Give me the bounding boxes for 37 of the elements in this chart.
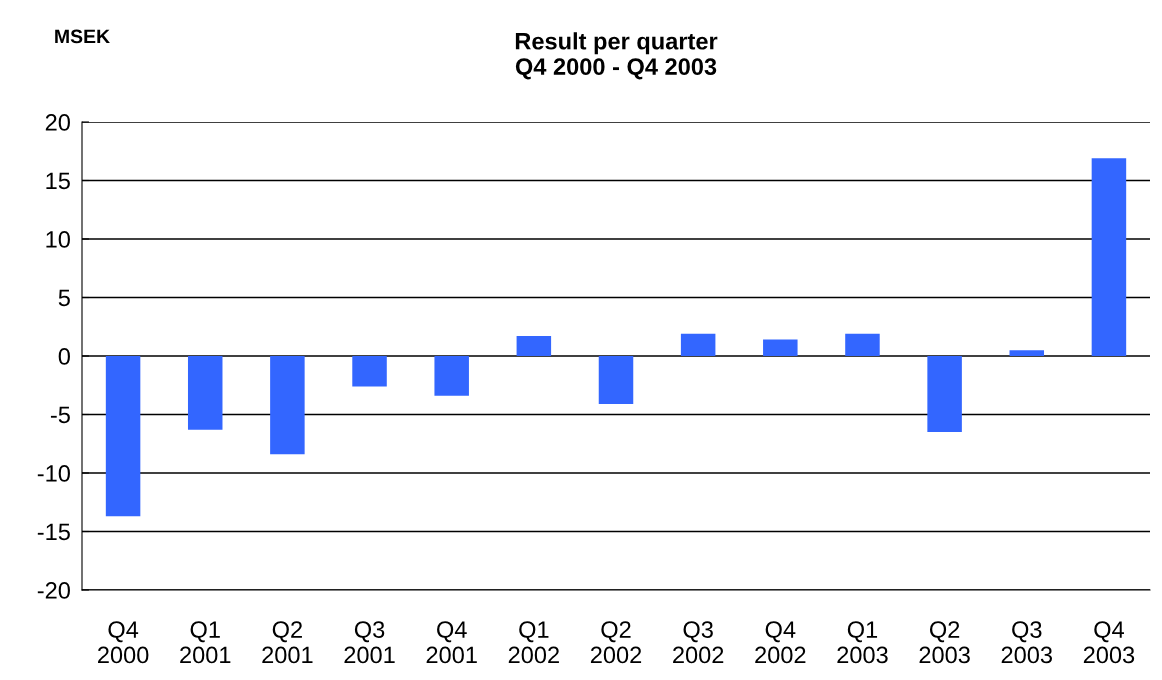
y-tick-label: -10 bbox=[37, 465, 70, 482]
y-tick-label: -15 bbox=[37, 523, 70, 541]
y-tick-label: -5 bbox=[50, 406, 70, 424]
bar bbox=[598, 356, 634, 404]
bar bbox=[680, 333, 716, 356]
x-tick-label: Q4 2000 bbox=[98, 621, 149, 664]
x-tick-label: Q4 2002 bbox=[755, 621, 806, 664]
bar bbox=[927, 356, 962, 433]
y-tick-label: 15 bbox=[46, 172, 70, 190]
bar bbox=[763, 339, 798, 356]
x-tick-label: Q3 2003 bbox=[1001, 621, 1052, 664]
x-tick-label: Q1 2001 bbox=[180, 621, 231, 664]
y-tick-label: -20 bbox=[37, 582, 70, 599]
chart-title: Result per quarter Q4 2000 - Q4 2003 bbox=[515, 32, 718, 80]
bar bbox=[352, 356, 387, 387]
y-axis-title: MSEK bbox=[55, 29, 110, 44]
x-tick-label: Q2 2003 bbox=[919, 621, 970, 664]
x-tick-label: Q3 2002 bbox=[673, 621, 724, 664]
y-tick-label: 5 bbox=[58, 289, 70, 307]
bar bbox=[845, 333, 880, 356]
x-tick-label: Q1 2002 bbox=[508, 621, 559, 664]
y-tick-label: 0 bbox=[58, 348, 70, 365]
bar bbox=[1091, 158, 1127, 356]
x-tick-label: Q4 2001 bbox=[426, 621, 477, 664]
x-tick-label: Q3 2001 bbox=[344, 621, 395, 664]
y-tick-label: 10 bbox=[46, 231, 70, 248]
bar bbox=[270, 356, 305, 455]
x-tick-label: Q1 2003 bbox=[837, 621, 888, 664]
bar bbox=[516, 336, 552, 356]
bar bbox=[434, 356, 469, 396]
bar bbox=[187, 356, 223, 430]
bar bbox=[1009, 350, 1045, 356]
x-tick-label: Q4 2003 bbox=[1083, 621, 1135, 664]
bar bbox=[105, 356, 141, 517]
y-tick-label: 20 bbox=[45, 114, 70, 131]
x-tick-label: Q2 2001 bbox=[262, 621, 313, 664]
x-tick-label: Q2 2002 bbox=[590, 621, 642, 664]
